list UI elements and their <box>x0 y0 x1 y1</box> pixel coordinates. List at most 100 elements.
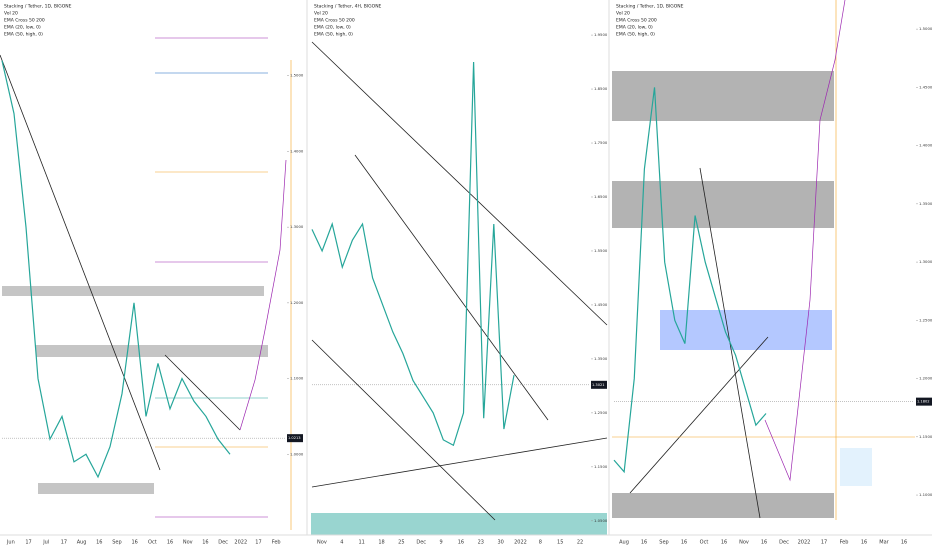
time-label: 8 <box>539 540 542 546</box>
legend-text: Vol 20 <box>4 11 18 17</box>
time-label: 16 <box>901 540 907 546</box>
price-label: 1.1500 <box>919 434 932 439</box>
zone <box>36 345 268 357</box>
trend-line <box>311 41 608 326</box>
legend-text: EMA Cross 50 200 <box>616 18 657 24</box>
legend-text: Vol 20 <box>616 11 630 17</box>
time-label: 16 <box>202 540 208 546</box>
time-label: Sep <box>659 540 668 546</box>
price-label: 1.6500 <box>594 194 608 199</box>
time-label: 15 <box>557 540 563 546</box>
price-label: 1.3000 <box>290 224 304 229</box>
time-label: 17 <box>25 540 31 546</box>
time-label: Jul <box>42 540 49 546</box>
zone <box>311 513 607 538</box>
price-label: 1.3500 <box>594 356 608 361</box>
time-label: Feb <box>840 540 849 546</box>
last-price-text: 1.3021 <box>592 383 605 387</box>
trend-line <box>311 437 608 488</box>
time-label: 4 <box>340 540 343 546</box>
legend-text: EMA Cross 50 200 <box>4 18 45 24</box>
last-price-tag <box>591 380 607 389</box>
time-label: Oct <box>148 540 157 546</box>
price-label: 1.1500 <box>594 464 608 469</box>
zone <box>2 286 264 296</box>
time-label: 23 <box>478 540 484 546</box>
price-label: 1.3500 <box>919 201 932 206</box>
time-label: Dec <box>416 540 426 546</box>
projection <box>764 0 846 482</box>
time-label: Aug <box>77 540 87 546</box>
zone <box>38 483 154 494</box>
legend-text: Stacking / Tether, 4H, BIGONE <box>314 4 382 10</box>
legend-text: EMA (50, high, 0) <box>314 32 353 38</box>
price-label: 1.5000 <box>919 26 932 31</box>
time-label: 16 <box>761 540 767 546</box>
zone <box>612 493 834 518</box>
last-price-tag <box>287 434 303 443</box>
time-label: 16 <box>131 540 137 546</box>
time-label: 16 <box>681 540 687 546</box>
price-label: 1.1000 <box>919 492 932 497</box>
legend-text: EMA (50, high, 0) <box>4 32 43 38</box>
time-label: Dec <box>779 540 789 546</box>
time-label: 18 <box>378 540 384 546</box>
price-label: 1.4500 <box>919 84 932 89</box>
price-label: 1.8500 <box>594 86 608 91</box>
time-label: 16 <box>167 540 173 546</box>
time-label: 2022 <box>514 540 527 546</box>
time-label: 11 <box>358 540 364 546</box>
price-label: 1.5000 <box>290 73 304 78</box>
price-label: 1.2000 <box>290 300 304 305</box>
price-label: 1.5500 <box>594 248 608 253</box>
price-label: 1.4500 <box>594 302 608 307</box>
legend-text: Stacking / Tether, 1D, BIGONE <box>616 4 684 10</box>
price-line <box>1 60 231 479</box>
legend-text: Vol 20 <box>314 11 328 17</box>
time-label: 16 <box>641 540 647 546</box>
last-price-text: 1.1802 <box>917 400 930 404</box>
time-label: 16 <box>96 540 102 546</box>
time-label: 30 <box>497 540 503 546</box>
last-price-tag <box>916 397 932 406</box>
price-label: 1.7500 <box>594 140 608 145</box>
zone <box>660 310 832 350</box>
time-label: Sep <box>112 540 121 546</box>
time-label: Oct <box>700 540 709 546</box>
time-label: Aug <box>619 540 629 546</box>
price-label: 1.2500 <box>594 410 608 415</box>
time-label: 17 <box>821 540 827 546</box>
time-label: Nov <box>317 540 327 546</box>
zone <box>612 181 834 228</box>
price-label: 1.2000 <box>919 376 932 381</box>
time-label: 2022 <box>234 540 247 546</box>
price-line <box>613 87 767 474</box>
trend-line <box>0 54 161 471</box>
projection <box>239 159 287 431</box>
time-label: 25 <box>398 540 404 546</box>
legend-text: EMA Cross 50 200 <box>314 18 355 24</box>
trend-line <box>311 339 496 521</box>
time-label: Nov <box>739 540 749 546</box>
time-label: 16 <box>721 540 727 546</box>
zone <box>612 71 834 121</box>
price-label: 1.0000 <box>290 451 304 456</box>
time-label: Jun <box>6 540 15 546</box>
legend-text: EMA (20, low, 0) <box>314 25 351 31</box>
time-label: Mar <box>879 540 889 546</box>
price-label: 1.1000 <box>290 376 304 381</box>
last-price-text: 1.0213 <box>288 436 301 440</box>
trend-line <box>629 336 769 494</box>
legend-text: Stacking / Tether, 1D, BIGONE <box>4 4 72 10</box>
price-label: 1.4000 <box>290 148 304 153</box>
price-label: 1.3000 <box>919 259 932 264</box>
time-label: 2022 <box>798 540 811 546</box>
time-label: Feb <box>272 540 281 546</box>
time-label: 9 <box>439 540 442 546</box>
trend-line <box>354 154 549 421</box>
trend-line <box>164 354 241 431</box>
time-label: 17 <box>255 540 261 546</box>
legend-text: EMA (20, low, 0) <box>616 25 653 31</box>
time-label: 22 <box>577 540 583 546</box>
